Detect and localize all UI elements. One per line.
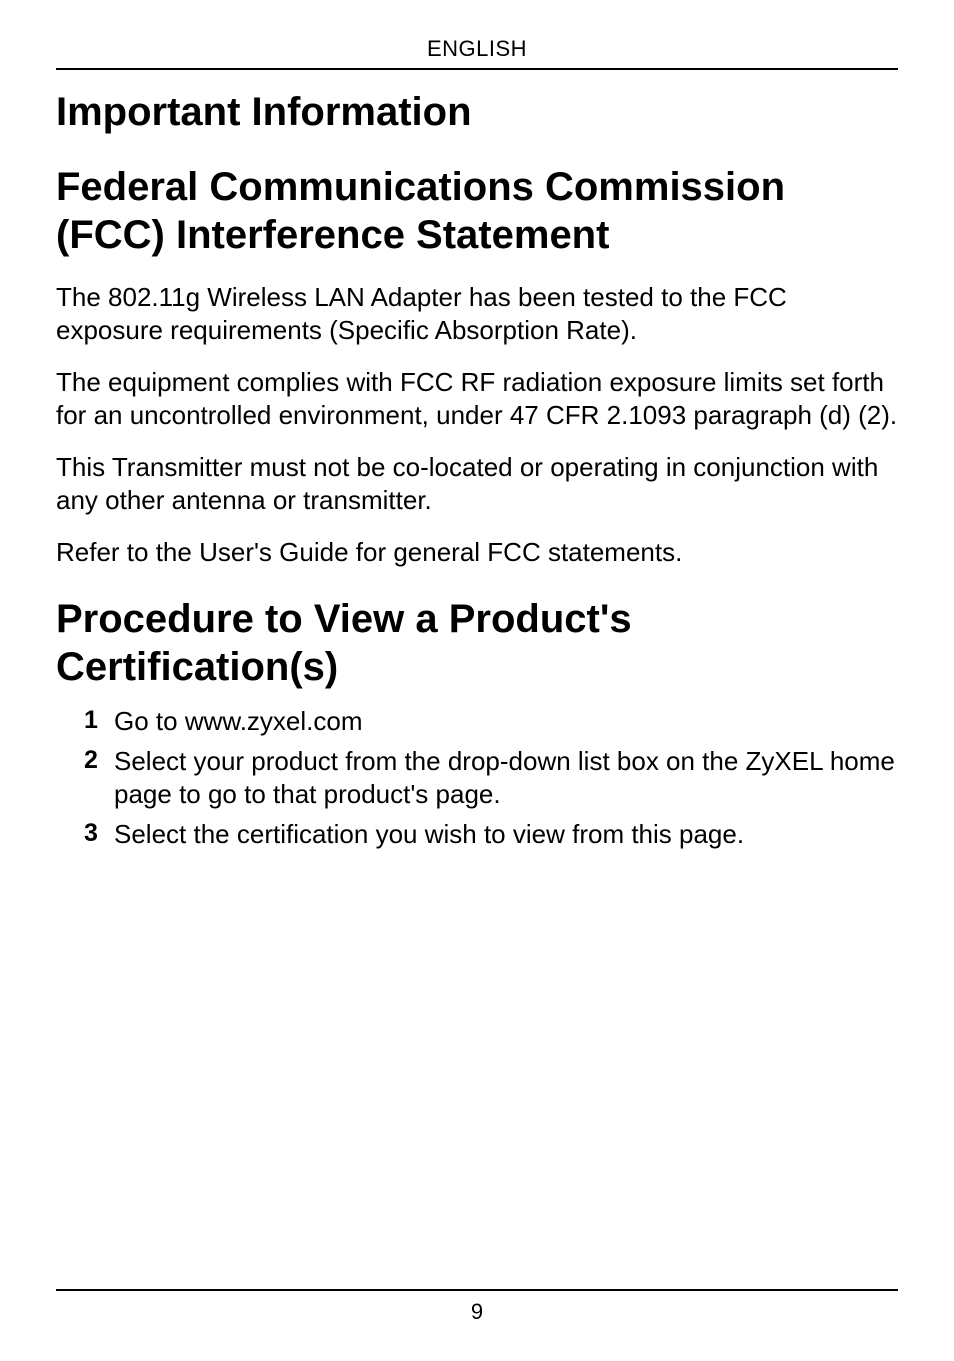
header-rule (56, 68, 898, 70)
paragraph-4: Refer to the User's Guide for general FC… (56, 536, 898, 569)
footer-rule (56, 1289, 898, 1291)
paragraph-1: The 802.11g Wireless LAN Adapter has bee… (56, 281, 898, 346)
heading-important-information: Important Information (56, 90, 898, 135)
page-footer: 9 (56, 1289, 898, 1325)
paragraph-3: This Transmitter must not be co-located … (56, 451, 898, 516)
step-2: Select your product from the drop-down l… (84, 745, 898, 810)
step-3: Select the certification you wish to vie… (84, 818, 898, 851)
heading-fcc-statement: Federal Communications Commission (FCC) … (56, 163, 898, 259)
steps-list: Go to www.zyxel.com Select your product … (56, 705, 898, 851)
header-language-label: ENGLISH (56, 36, 898, 62)
step-1: Go to www.zyxel.com (84, 705, 898, 738)
paragraph-2: The equipment complies with FCC RF radia… (56, 366, 898, 431)
heading-procedure: Procedure to View a Product's Certificat… (56, 595, 898, 691)
page-number: 9 (471, 1299, 483, 1324)
